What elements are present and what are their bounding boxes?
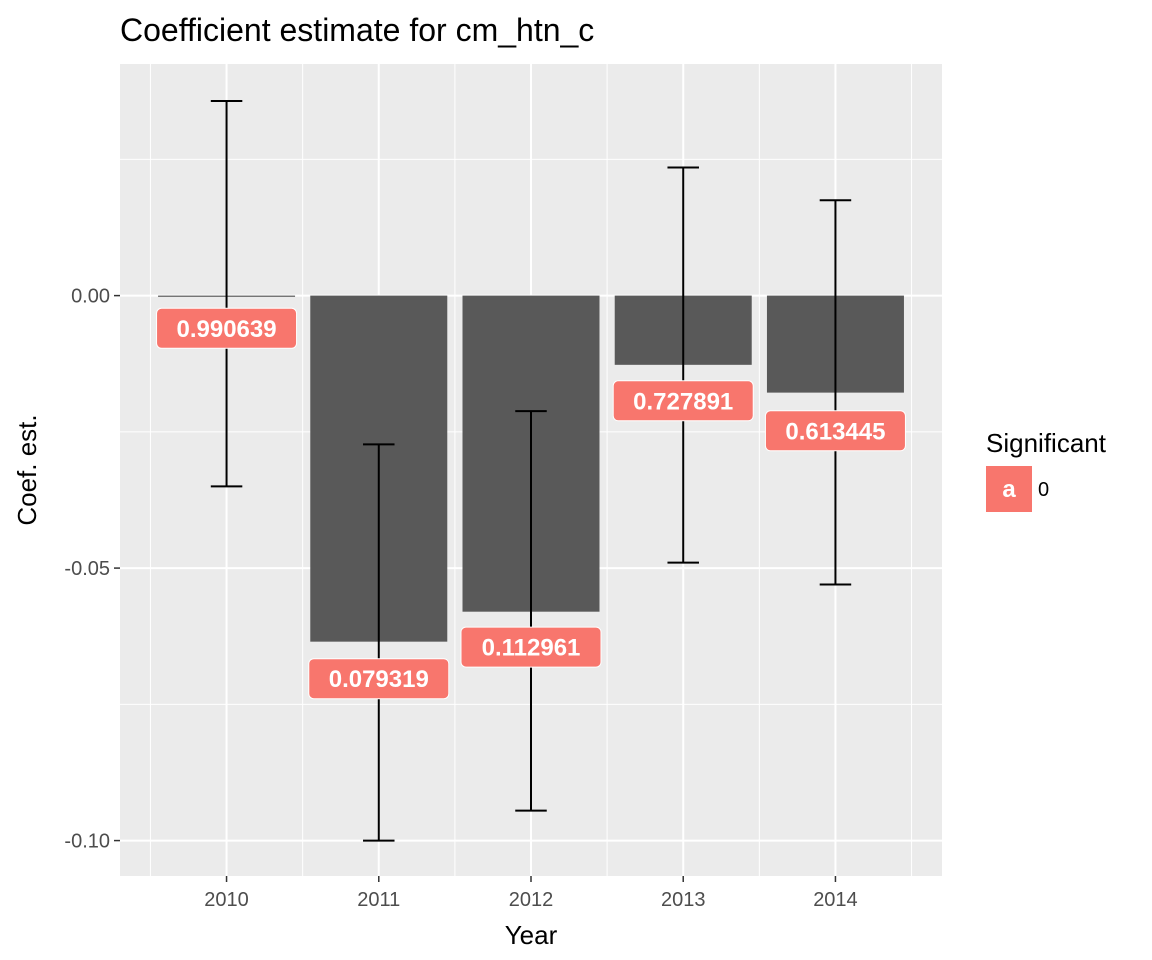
x-tick-label: 2013	[661, 889, 706, 911]
error-bars	[210, 100, 852, 842]
x-axis: 2010 2011 2012 2013 2014	[204, 876, 858, 911]
p-value-label: 0.727891	[633, 388, 733, 415]
x-tick-label: 2010	[204, 889, 249, 911]
legend: Significant a 0	[986, 428, 1107, 512]
legend-key-letter: a	[1002, 476, 1016, 503]
y-tick-label: -0.10	[64, 831, 110, 853]
y-axis-title: Coef. est.	[12, 414, 42, 525]
y-axis: 0.00 -0.05 -0.10	[64, 286, 120, 853]
x-tick-label: 2014	[813, 889, 858, 911]
p-value-label-box	[308, 658, 450, 700]
y-tick-label: -0.05	[64, 558, 110, 580]
p-value-label-box	[156, 307, 298, 349]
p-value-label: 0.112961	[482, 635, 581, 662]
p-value-label-box	[612, 380, 754, 422]
x-tick-label: 2012	[509, 889, 554, 911]
y-tick-label: 0.00	[71, 286, 110, 308]
legend-title: Significant	[986, 428, 1107, 458]
x-axis-title: Year	[505, 920, 558, 950]
p-value-label-box	[460, 626, 602, 668]
p-value-label-box	[764, 410, 906, 452]
legend-key	[986, 466, 1032, 512]
x-tick-label: 2011	[357, 889, 400, 911]
legend-entry-label: 0	[1038, 479, 1049, 501]
p-value-label: 0.990639	[177, 316, 277, 343]
chart-title: Coefficient estimate for cm_htn_c	[120, 12, 594, 48]
p-value-labels: 0.990639 0.079319 0.112961 0.727891 0.613445	[156, 307, 906, 700]
p-value-label: 0.079319	[329, 666, 429, 693]
p-value-label: 0.613445	[785, 418, 885, 445]
